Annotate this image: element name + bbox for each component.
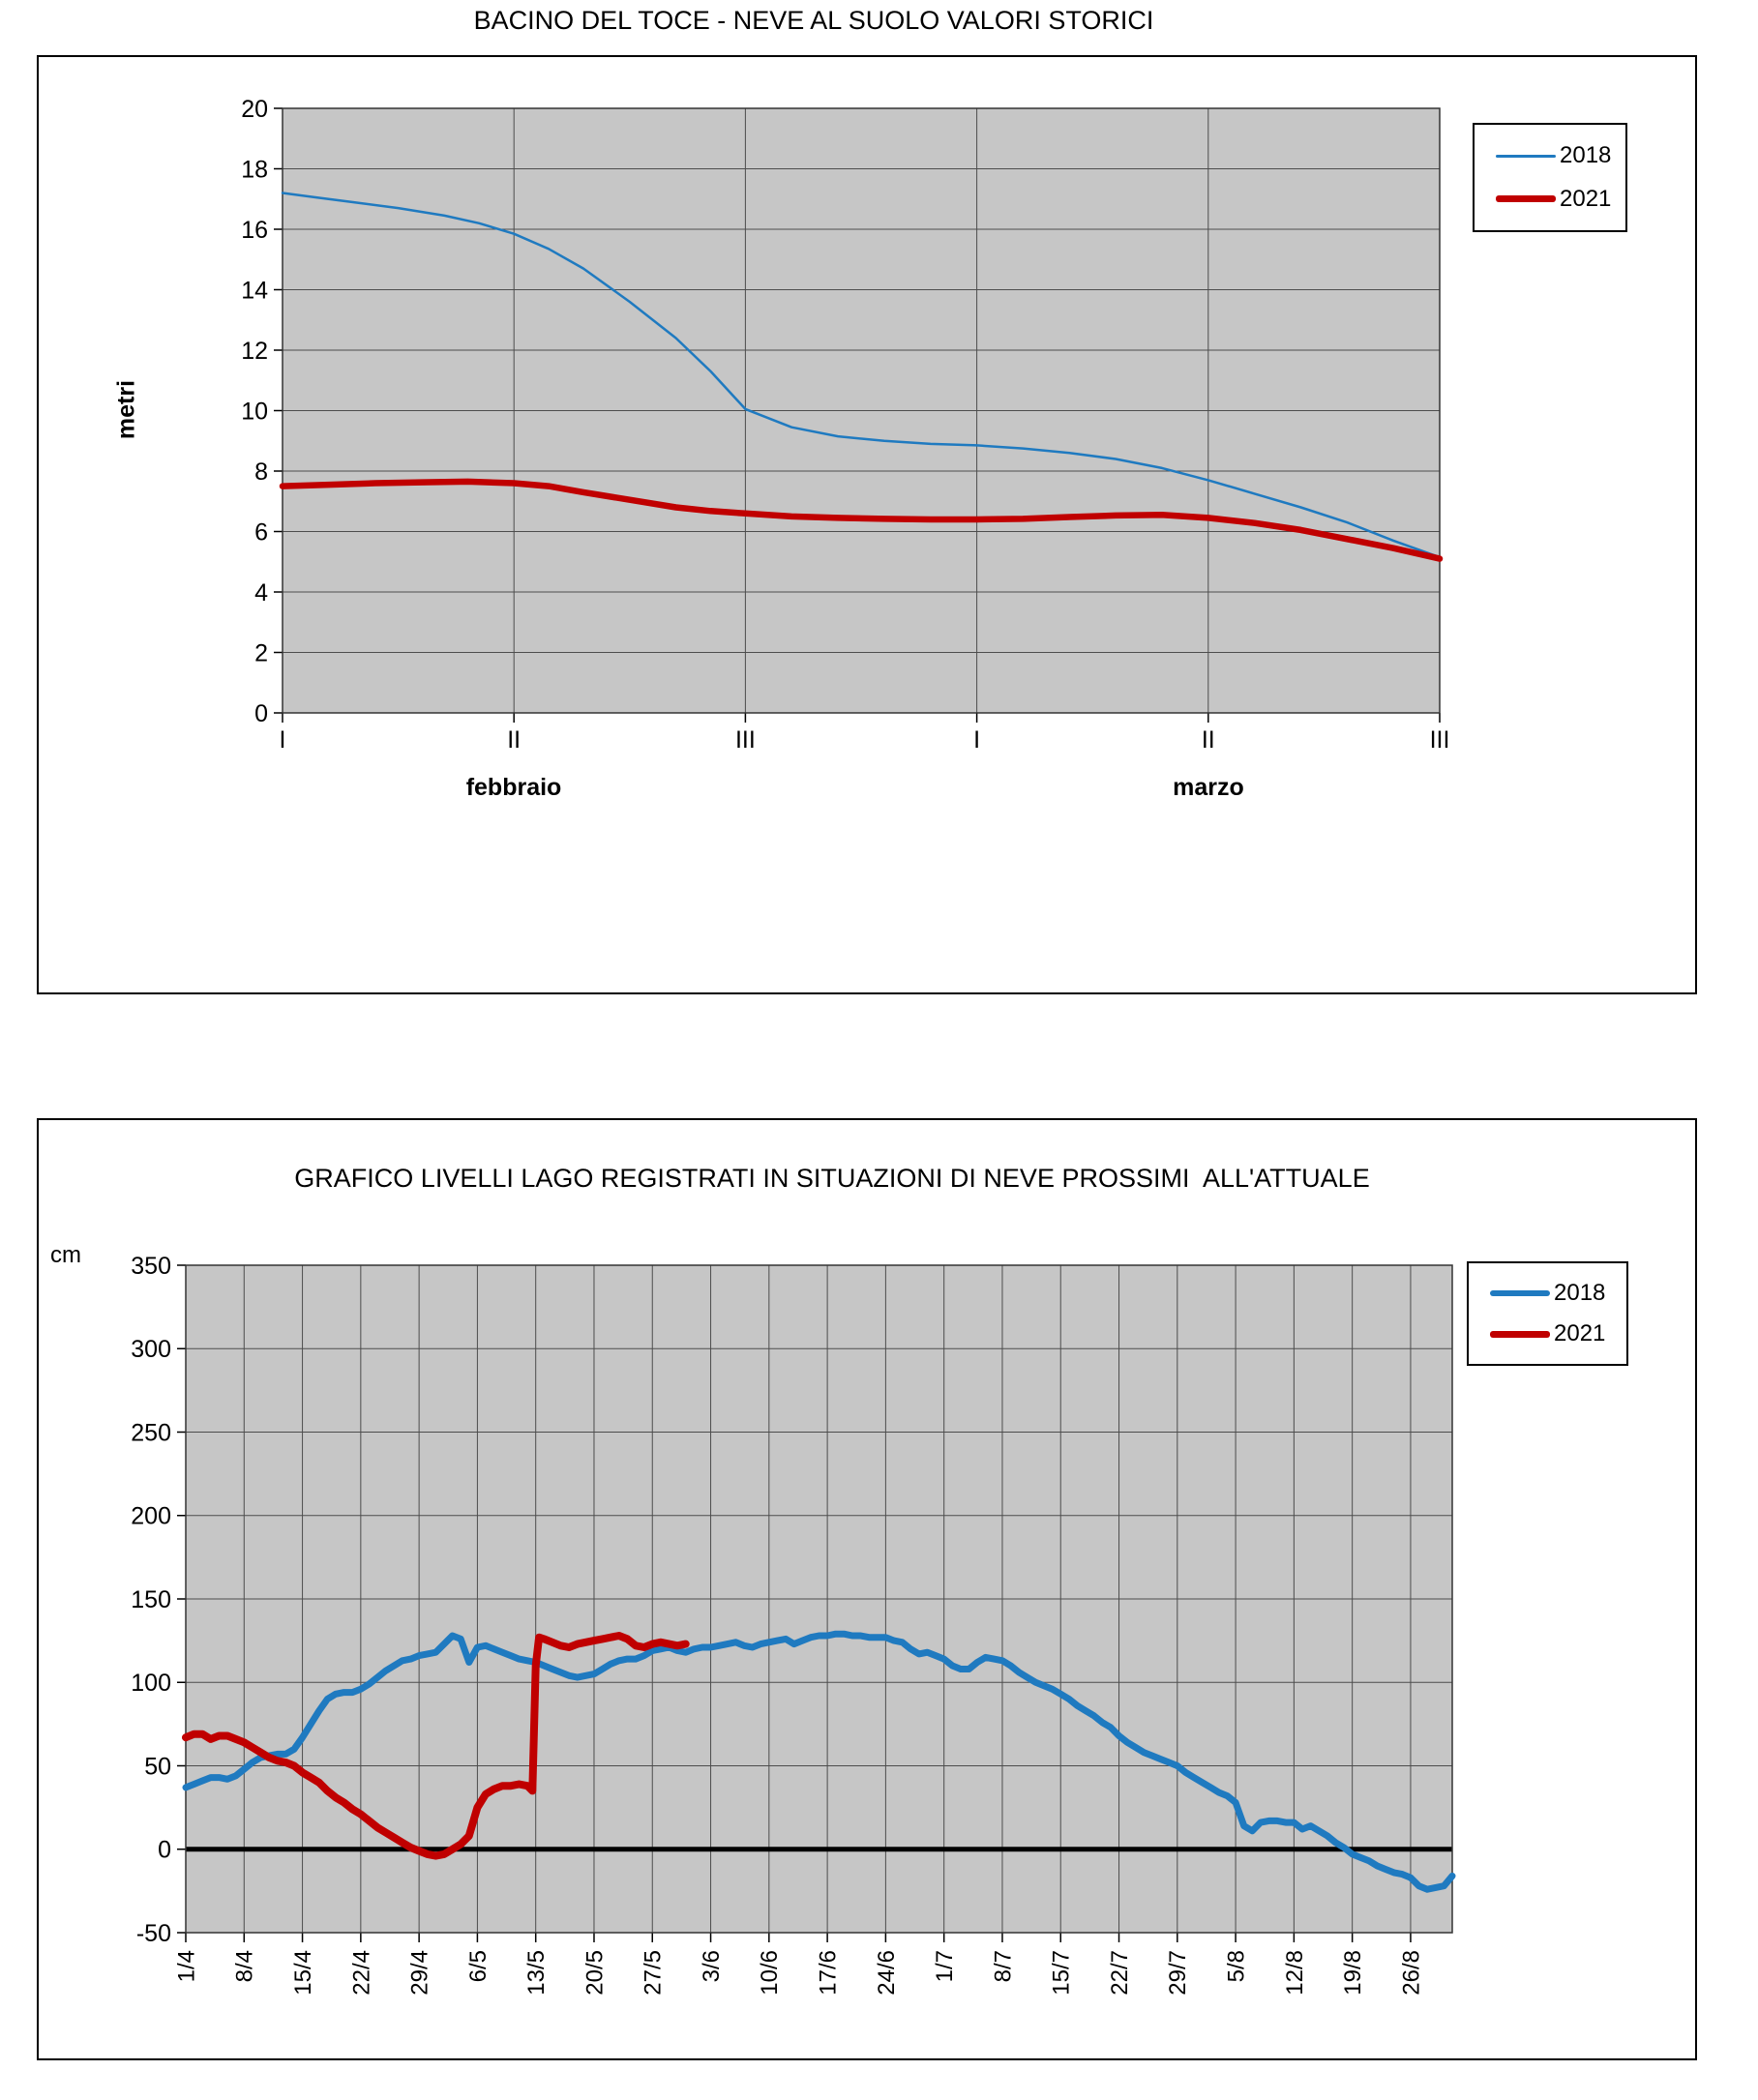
series-line-2021: [182, 1632, 690, 1860]
y-tick-label: 8: [254, 458, 268, 486]
chart1-y-axis-title: metri: [112, 379, 140, 440]
y-tick-label: 14: [241, 277, 268, 304]
chart2-title: GRAFICO LIVELLI LAGO REGISTRATI IN SITUA…: [294, 1164, 1370, 1193]
y-tick-label: 18: [241, 156, 268, 183]
series-line-2021: [279, 478, 1444, 562]
x-tick-label: 29/4: [407, 1950, 433, 1996]
chart1-month-marzo: marzo: [1173, 774, 1244, 801]
y-tick-label: 300: [131, 1336, 171, 1363]
x-tick-label: 1/4: [173, 1950, 199, 1982]
chart1-legend-entry-2021: 2021: [1496, 186, 1620, 213]
x-tick-label: 22/4: [348, 1950, 374, 1996]
series-line-2018: [281, 192, 1442, 559]
chart2-y-axis-title: cm: [50, 1242, 81, 1268]
x-tick-label: 15/4: [290, 1950, 316, 1996]
y-tick-label: 10: [241, 398, 268, 425]
x-tick-label: 29/7: [1165, 1950, 1191, 1996]
x-tick-label: 26/8: [1398, 1950, 1424, 1996]
chart2-canvas: 350 300 250 200 150 100 50 0 -501/4 8/4 15/4 22/4 29…: [131, 1253, 1456, 1996]
plot-border: [282, 107, 1441, 714]
y-tick-label: 50: [144, 1753, 171, 1780]
legend-line-2021-icon: [1496, 195, 1556, 203]
chart2-legend-label-2021: 2021: [1554, 1320, 1606, 1346]
y-tick-label: 150: [131, 1586, 171, 1613]
x-tick-label: 24/6: [874, 1950, 900, 1996]
x-tick-label: II: [1202, 726, 1215, 754]
x-tick-label: 17/6: [816, 1950, 842, 1996]
x-tick-label: I: [280, 726, 286, 754]
x-tick-label: 3/6: [699, 1950, 725, 1982]
series-line-2018: [182, 1630, 1456, 1893]
y-tick-label: 0: [254, 700, 268, 727]
x-tick-label: II: [507, 726, 521, 754]
chart1-legend-entry-2018: 2018: [1496, 142, 1620, 169]
y-tick-label: 20: [241, 96, 268, 123]
y-tick-label: 250: [131, 1419, 171, 1446]
x-tick-label: 27/5: [641, 1950, 667, 1996]
plot-border: [185, 1264, 1453, 1934]
x-tick-label: I: [973, 726, 980, 754]
x-tick-label: 12/8: [1282, 1950, 1308, 1996]
x-tick-label: 1/7: [932, 1950, 958, 1982]
y-tick-label: 16: [241, 217, 268, 244]
x-tick-label: 15/7: [1049, 1950, 1075, 1996]
y-tick-label: 200: [131, 1503, 171, 1530]
x-tick-label: 19/8: [1340, 1950, 1366, 1996]
legend-line-2021-icon: [1490, 1330, 1550, 1338]
legend-line-2018-icon: [1490, 1290, 1550, 1296]
y-tick-label: -50: [136, 1920, 171, 1947]
chart1-title: BACINO DEL TOCE - NEVE AL SUOLO VALORI S…: [473, 6, 1154, 35]
x-tick-label: 8/4: [232, 1950, 258, 1982]
chart1-legend-label-2018: 2018: [1560, 142, 1612, 169]
x-tick-label: III: [1430, 726, 1450, 754]
x-tick-label: 8/7: [990, 1950, 1016, 1982]
x-tick-label: 6/5: [465, 1950, 492, 1982]
chart2-legend-entry-2018: 2018: [1490, 1280, 1621, 1307]
y-tick-label: 350: [131, 1253, 171, 1280]
chart2-legend: 2018 2021: [1467, 1261, 1628, 1366]
x-tick-label: 13/5: [523, 1950, 550, 1996]
chart1-legend: 2018 2021: [1473, 123, 1627, 232]
x-tick-label: 20/5: [581, 1950, 608, 1996]
x-tick-label: 22/7: [1107, 1950, 1133, 1996]
x-tick-label: 5/8: [1223, 1950, 1249, 1982]
x-tick-label: III: [735, 726, 756, 754]
y-tick-label: 4: [254, 579, 268, 606]
y-tick-label: 100: [131, 1670, 171, 1697]
legend-line-2018-icon: [1496, 154, 1556, 158]
x-tick-label: 10/6: [757, 1950, 783, 1996]
chart2-legend-entry-2021: 2021: [1490, 1320, 1621, 1347]
y-tick-label: 0: [158, 1837, 171, 1864]
y-tick-label: 6: [254, 518, 268, 546]
chart1-legend-label-2021: 2021: [1560, 185, 1612, 212]
y-tick-label: 2: [254, 639, 268, 666]
chart2-legend-label-2018: 2018: [1554, 1280, 1606, 1306]
y-tick-label: 12: [241, 338, 268, 365]
chart1-month-febbraio: febbraio: [465, 774, 562, 801]
